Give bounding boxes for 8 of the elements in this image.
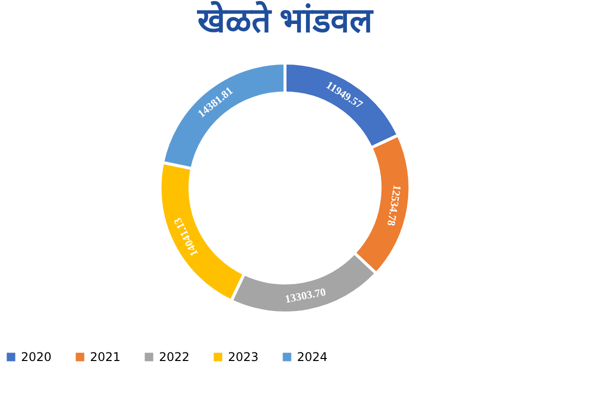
chart-title: खेळते भांडवल: [196, 0, 375, 40]
data-label: 13303.70: [284, 286, 328, 306]
data-label: 12534.78: [384, 184, 403, 228]
legend-label: 2022: [159, 350, 190, 364]
legend-label: 2020: [21, 350, 52, 364]
legend-label: 2023: [228, 350, 259, 364]
legend-label: 2021: [90, 350, 121, 364]
legend-label: 2024: [297, 350, 328, 364]
